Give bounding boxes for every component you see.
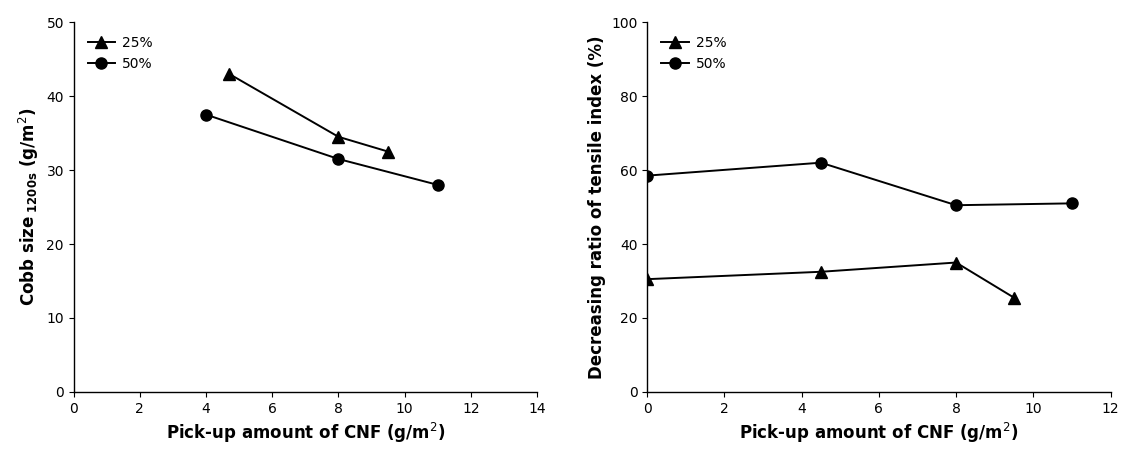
25% [223, 71, 236, 77]
Line: 50%: 50% [200, 109, 443, 190]
50% [199, 112, 212, 117]
25% [950, 260, 963, 265]
25% [332, 134, 345, 140]
50% [950, 202, 963, 208]
Legend: 25%, 50%: 25%, 50% [654, 29, 734, 78]
25% [815, 269, 828, 274]
50% [431, 182, 444, 188]
Line: 25%: 25% [224, 68, 394, 157]
X-axis label: Pick-up amount of CNF (g/m$^2$): Pick-up amount of CNF (g/m$^2$) [740, 421, 1019, 445]
Line: 50%: 50% [642, 157, 1077, 211]
25% [1008, 295, 1021, 300]
X-axis label: Pick-up amount of CNF (g/m$^2$): Pick-up amount of CNF (g/m$^2$) [166, 421, 445, 445]
25% [641, 276, 654, 282]
50% [641, 173, 654, 178]
Y-axis label: Decreasing ratio of tensile index (%): Decreasing ratio of tensile index (%) [587, 35, 605, 379]
25% [382, 149, 395, 154]
50% [332, 156, 345, 162]
Legend: 25%, 50%: 25%, 50% [81, 29, 160, 78]
50% [1066, 201, 1079, 206]
Y-axis label: Cobb size$_{\ \mathregular{1200s}}$ (g/m$^2$): Cobb size$_{\ \mathregular{1200s}}$ (g/m… [17, 108, 41, 306]
50% [815, 160, 828, 165]
Line: 25%: 25% [642, 257, 1019, 303]
